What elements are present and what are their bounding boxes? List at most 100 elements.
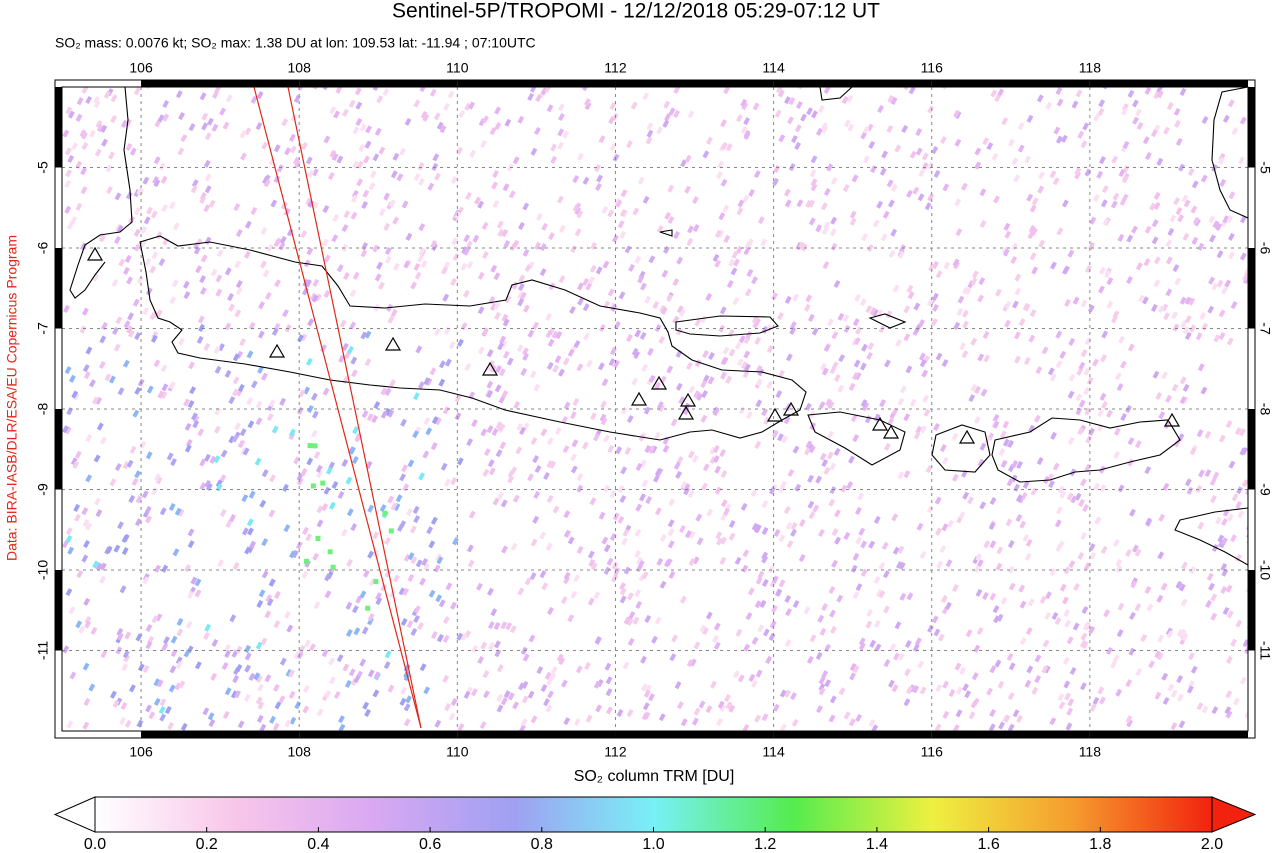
- so2-pixel: [843, 119, 851, 128]
- so2-pixel: [939, 135, 947, 145]
- so2-pixel: [1063, 680, 1071, 689]
- so2-pixel: [481, 327, 489, 336]
- so2-pixel: [133, 87, 141, 96]
- so2-pixel: [626, 140, 633, 149]
- so2-pixel: [560, 679, 568, 688]
- so2-pixel: [556, 653, 564, 662]
- so2-pixel: [1152, 370, 1160, 379]
- so2-pixel: [581, 441, 589, 450]
- so2-pixel: [206, 117, 214, 126]
- so2-pixel: [536, 212, 543, 221]
- so2-pixel: [1054, 519, 1062, 528]
- so2-pixel: [331, 152, 339, 162]
- so2-pixel: [996, 546, 1004, 555]
- so2-pixel: [917, 660, 925, 669]
- so2-pixel: [205, 482, 213, 492]
- so2-pixel: [1042, 639, 1050, 648]
- so2-pixel: [75, 113, 83, 122]
- so2-pixel: [477, 306, 485, 315]
- so2-pixel: [282, 483, 289, 492]
- so2-pixel: [415, 559, 423, 568]
- x-tick-label: 108: [288, 60, 312, 76]
- so2-pixel: [372, 244, 380, 253]
- so2-pixel: [63, 304, 70, 313]
- so2-pixel: [1228, 251, 1236, 260]
- so2-pixel: [541, 582, 549, 591]
- so2-pixel: [1144, 152, 1152, 161]
- so2-pixel: [932, 303, 939, 312]
- so2-pixel: [613, 567, 621, 576]
- so2-pixel: [1146, 603, 1154, 612]
- so2-pixel: [229, 514, 236, 523]
- so2-pixel: [1153, 91, 1161, 100]
- so2-pixel: [639, 331, 647, 340]
- so2-pixel: [693, 390, 701, 399]
- so2-pixel: [438, 360, 446, 369]
- colorbar-tick-label: 0.2: [196, 836, 218, 853]
- so2-pixel: [113, 343, 121, 352]
- so2-pixel: [1209, 234, 1216, 243]
- x-tick-label: 114: [762, 60, 785, 76]
- so2-pixel: [1019, 637, 1027, 646]
- so2-pixel: [1157, 551, 1165, 560]
- so2-pixel: [93, 100, 101, 109]
- so2-pixel: [442, 406, 450, 415]
- so2-pixel: [1225, 655, 1233, 664]
- so2-pixel: [439, 125, 447, 134]
- so2-pixel: [1063, 566, 1071, 575]
- so2-pixel: [177, 508, 185, 517]
- so2-pixel: [890, 228, 898, 237]
- so2-pixel: [1087, 304, 1095, 313]
- frame-bar: [931, 731, 1090, 738]
- so2-pixel: [1127, 343, 1135, 352]
- so2-pixel: [611, 234, 619, 243]
- so2-pixel: [463, 234, 471, 243]
- so2-pixel: [201, 122, 209, 131]
- so2-pixel: [521, 695, 529, 704]
- so2-pixel: [1149, 202, 1156, 211]
- so2-pixel: [1182, 383, 1190, 392]
- so2-pixel: [819, 362, 827, 372]
- so2-pixel: [125, 191, 133, 200]
- so2-pixel: [62, 645, 70, 654]
- so2-pixel: [303, 558, 309, 564]
- so2-pixel: [203, 342, 211, 351]
- so2-pixel: [577, 297, 584, 306]
- so2-pixel: [1211, 706, 1219, 715]
- so2-pixel: [918, 168, 926, 178]
- so2-pixel: [239, 130, 247, 139]
- so2-pixel: [419, 663, 427, 672]
- so2-pixel: [570, 465, 578, 474]
- so2-pixel: [644, 295, 652, 304]
- so2-pixel: [931, 615, 939, 624]
- so2-pixel: [843, 711, 851, 720]
- so2-pixel: [1117, 233, 1125, 242]
- so2-pixel: [457, 338, 464, 347]
- so2-pixel: [915, 637, 922, 646]
- so2-pixel: [1066, 636, 1074, 645]
- so2-pixel: [95, 509, 103, 518]
- so2-pixel: [500, 621, 508, 630]
- so2-pixel: [194, 589, 202, 598]
- so2-pixel: [312, 552, 320, 561]
- so2-pixel: [85, 95, 93, 105]
- so2-pixel: [942, 680, 949, 689]
- so2-pixel: [151, 310, 159, 319]
- so2-pixel: [350, 523, 358, 532]
- so2-pixel: [634, 589, 642, 598]
- so2-pixel: [1117, 602, 1125, 611]
- so2-pixel: [168, 381, 176, 390]
- so2-pixel: [282, 309, 289, 318]
- so2-pixel: [444, 478, 452, 487]
- so2-pixel: [587, 550, 595, 559]
- so2-pixel: [264, 610, 272, 619]
- so2-pixel: [897, 545, 905, 554]
- so2-pixel: [1125, 715, 1133, 724]
- so2-pixel: [256, 599, 264, 608]
- so2-pixel: [744, 241, 752, 250]
- so2-pixel: [719, 306, 727, 315]
- so2-pixel: [345, 601, 353, 610]
- so2-pixel: [474, 196, 482, 205]
- so2-pixel: [96, 124, 104, 133]
- so2-pixel: [1068, 373, 1076, 382]
